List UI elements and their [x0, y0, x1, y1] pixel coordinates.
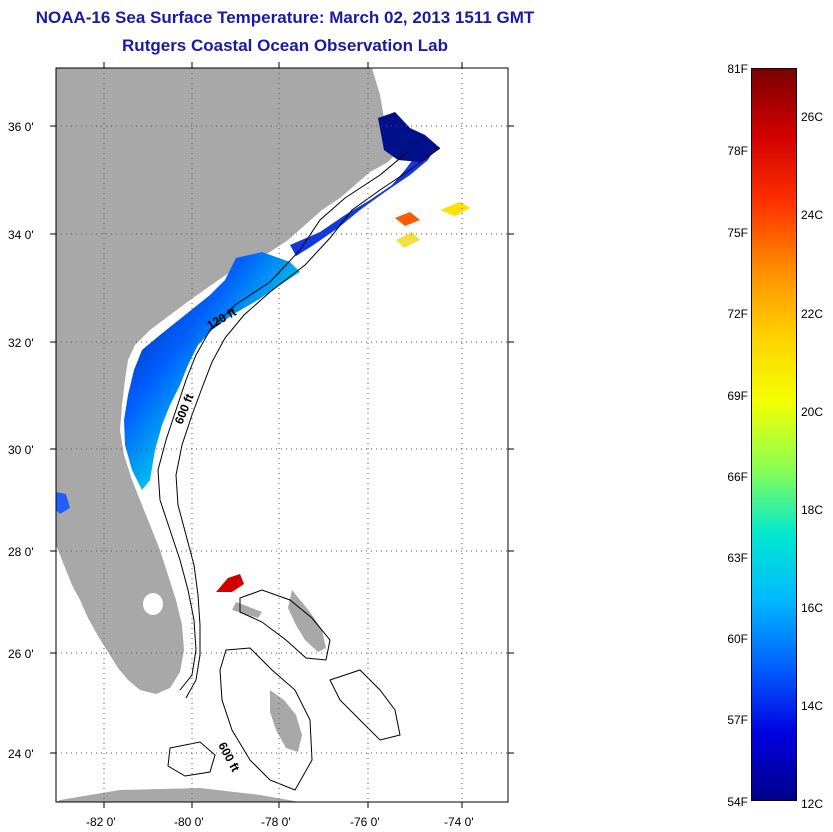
colorbar-c-22: 22C: [801, 307, 824, 321]
temperature-colorbar: [751, 68, 797, 801]
contour-cuba: [167, 741, 216, 777]
colorbar-f-57: 57F: [727, 713, 748, 727]
lon-label-80: -80 0': [174, 815, 204, 829]
sst-patch-yellow-2: [396, 232, 420, 248]
colorbar-c-14: 14C: [801, 699, 824, 713]
land-mainland: [56, 68, 400, 694]
colorbar-f-78: 78F: [727, 144, 748, 158]
lat-label-36: 36 0': [8, 120, 34, 134]
land-cuba: [56, 788, 300, 802]
lat-label-24: 24 0': [8, 747, 34, 761]
map-border: [55, 67, 509, 803]
lat-label-26: 26 0': [8, 647, 34, 661]
tick-marks: [50, 62, 514, 808]
contour-andros: [219, 647, 313, 791]
lon-label-82: -82 0': [86, 815, 116, 829]
lat-label-30: 30 0': [8, 443, 34, 457]
colorbar-f-54: 54F: [727, 795, 748, 809]
colorbar-c-26: 26C: [801, 110, 824, 124]
colorbar-f-69: 69F: [727, 389, 748, 403]
colorbar-c-18: 18C: [801, 503, 824, 517]
contour-600ft: [175, 147, 441, 699]
map-subtitle: Rutgers Coastal Ocean Observation Lab: [122, 36, 448, 55]
colorbar-f-72: 72F: [727, 307, 748, 321]
sst-band-pamlico: [378, 112, 440, 162]
contour-bahamas: [239, 589, 331, 661]
colorbar-c-20: 20C: [801, 405, 824, 419]
map-title: NOAA-16 Sea Surface Temperature: March 0…: [35, 8, 535, 27]
colorbar-c-24: 24C: [801, 208, 824, 222]
colorbar-f-75: 75F: [727, 226, 748, 240]
lat-label-28: 28 0': [8, 545, 34, 559]
land-bahamas-andros: [270, 690, 302, 752]
lon-label-78: -78 0': [261, 815, 291, 829]
sst-patch-warm-2: [395, 212, 420, 226]
graticule: [56, 68, 508, 802]
colorbar-f-60: 60F: [727, 632, 748, 646]
sst-patch-yellow: [440, 202, 470, 216]
lake-okeechobee: [143, 593, 163, 615]
colorbar-c-12: 12C: [801, 797, 824, 811]
sst-patch-tampa: [56, 492, 70, 514]
sst-band-carolina: [290, 146, 436, 256]
lon-label-74: -74 0': [444, 815, 474, 829]
colorbar-f-66: 66F: [727, 470, 748, 484]
sst-patch-warm-1: [216, 574, 244, 592]
colorbar-c-16: 16C: [801, 601, 824, 615]
colorbar-f-81: 81F: [727, 62, 748, 76]
lon-label-76: -76 0': [350, 815, 380, 829]
sst-band-coastal: [124, 252, 300, 490]
lat-label-34: 34 0': [8, 228, 34, 242]
colorbar-f-63: 63F: [727, 551, 748, 565]
lat-label-32: 32 0': [8, 336, 34, 350]
contour-120ft: [157, 149, 411, 691]
contour-east-banks: [329, 669, 401, 741]
